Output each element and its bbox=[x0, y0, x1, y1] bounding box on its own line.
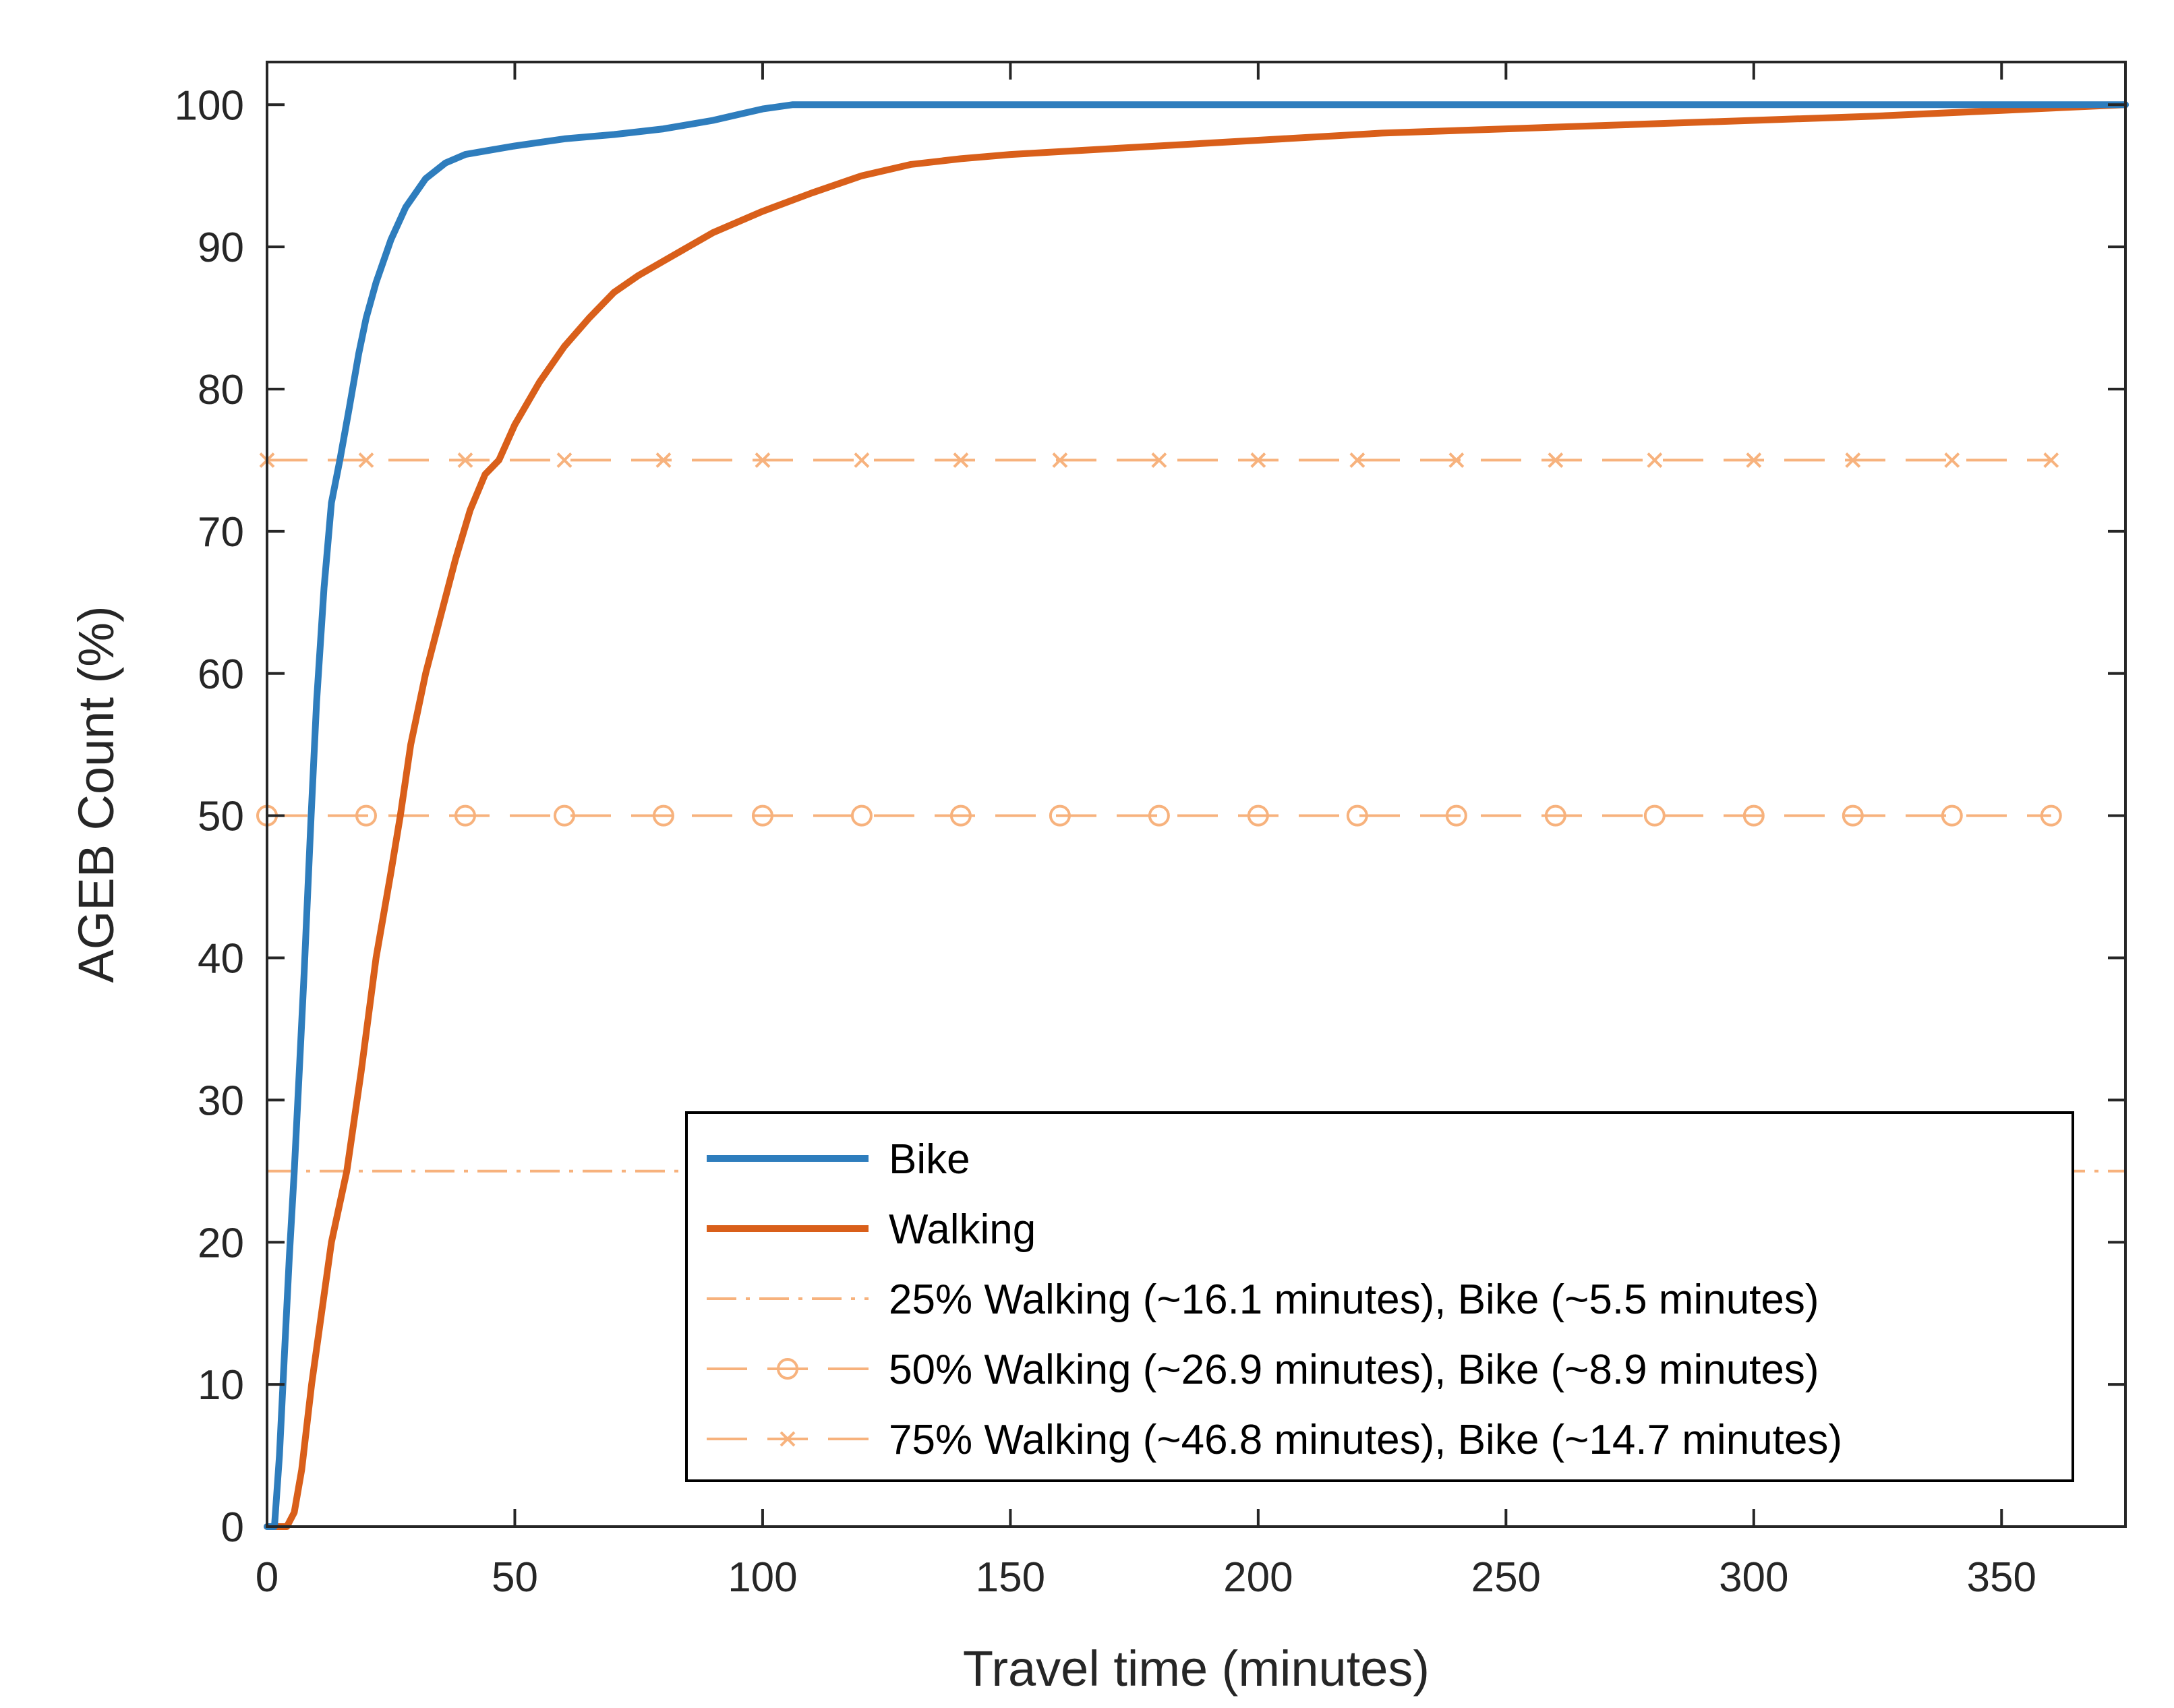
reference-marker bbox=[652, 804, 674, 827]
reference-marker bbox=[1845, 452, 1861, 468]
x-tick-label: 150 bbox=[976, 1554, 1045, 1601]
y-tick-label: 100 bbox=[175, 82, 244, 129]
x-tick-label: 0 bbox=[256, 1554, 278, 1601]
reference-marker bbox=[953, 452, 969, 468]
legend-entry-1: Walking bbox=[707, 1206, 1036, 1253]
reference-marker bbox=[355, 804, 377, 827]
x-tick-label: 250 bbox=[1471, 1554, 1541, 1601]
legend-entry-0: Bike bbox=[707, 1136, 970, 1183]
reference-marker bbox=[1148, 804, 1170, 827]
reference-marker bbox=[358, 452, 374, 468]
x-tick-label: 300 bbox=[1719, 1554, 1788, 1601]
reference-marker bbox=[2043, 452, 2059, 468]
x-tick-label: 350 bbox=[1967, 1554, 2036, 1601]
reference-marker bbox=[1052, 452, 1068, 468]
x-tick-label: 100 bbox=[728, 1554, 797, 1601]
legend-label: Walking bbox=[889, 1206, 1036, 1253]
y-tick-label: 90 bbox=[198, 225, 244, 271]
bike-line bbox=[264, 101, 2129, 1530]
reference-marker bbox=[1445, 804, 1467, 827]
legend-entry-4: 75% Walking (~46.8 minutes), Bike (~14.7… bbox=[707, 1417, 1842, 1463]
reference-marker bbox=[553, 804, 575, 827]
reference-marker bbox=[751, 804, 773, 827]
walking-line bbox=[264, 101, 2129, 1530]
y-tick-label: 60 bbox=[198, 651, 244, 698]
reference-marker bbox=[755, 452, 771, 468]
legend-box bbox=[685, 1111, 2074, 1482]
reference-marker bbox=[1544, 804, 1566, 827]
reference-marker bbox=[655, 452, 672, 468]
series-3 bbox=[256, 804, 2062, 827]
y-tick-label: 40 bbox=[198, 936, 244, 982]
y-tick-label: 70 bbox=[198, 509, 244, 556]
legend: Bike Walking 25% Walking (~16.1 minutes), … bbox=[685, 1111, 2074, 1482]
reference-marker bbox=[2040, 804, 2062, 827]
series-1 bbox=[264, 101, 2129, 1530]
reference-marker bbox=[457, 452, 473, 468]
reference-marker bbox=[454, 804, 476, 827]
reference-marker bbox=[1742, 804, 1765, 827]
y-tick-label: 50 bbox=[198, 794, 244, 840]
y-tick-label: 30 bbox=[198, 1078, 244, 1124]
reference-marker bbox=[1448, 452, 1465, 468]
reference-marker bbox=[1643, 804, 1666, 827]
series-4 bbox=[259, 452, 2059, 468]
reference-marker bbox=[1247, 804, 1269, 827]
reference-marker bbox=[854, 452, 870, 468]
y-tick-label: 0 bbox=[221, 1504, 244, 1551]
reference-marker bbox=[1250, 452, 1266, 468]
legend-entry-3: 50% Walking (~26.9 minutes), Bike (~8.9 … bbox=[707, 1347, 1819, 1393]
legend-label: Bike bbox=[889, 1136, 970, 1183]
y-tick-label: 10 bbox=[198, 1362, 244, 1409]
y-tick-label: 20 bbox=[198, 1220, 244, 1266]
reference-marker bbox=[1944, 452, 1960, 468]
reference-marker bbox=[556, 452, 572, 468]
reference-marker bbox=[1941, 804, 1963, 827]
y-axis-title: AGEB Count (%) bbox=[68, 606, 124, 982]
axes-layer: 0 50 100 150 200 250 300 350 0 10 20 30 40 50 60 70 80 90… bbox=[175, 61, 2127, 1601]
reference-marker bbox=[1647, 452, 1663, 468]
reference-marker bbox=[1049, 804, 1071, 827]
reference-marker bbox=[1346, 804, 1368, 827]
reference-marker bbox=[1746, 452, 1762, 468]
legend-label: 25% Walking (~16.1 minutes), Bike (~5.5 … bbox=[889, 1276, 1819, 1323]
plot-area-border bbox=[266, 61, 2127, 1528]
x-axis-title: Travel time (minutes) bbox=[963, 1641, 1430, 1697]
legend-label: 50% Walking (~26.9 minutes), Bike (~8.9 … bbox=[889, 1347, 1819, 1393]
series-0 bbox=[264, 101, 2129, 1530]
legend-label: 75% Walking (~46.8 minutes), Bike (~14.7… bbox=[889, 1417, 1842, 1463]
x-tick-label: 200 bbox=[1223, 1554, 1293, 1601]
reference-marker bbox=[1842, 804, 1864, 827]
reference-marker bbox=[1548, 452, 1564, 468]
reference-marker bbox=[1151, 452, 1167, 468]
legend-marker bbox=[780, 1431, 796, 1447]
legend-entry-2: 25% Walking (~16.1 minutes), Bike (~5.5 … bbox=[707, 1276, 1819, 1323]
legend-marker bbox=[777, 1358, 798, 1380]
y-tick-label: 80 bbox=[198, 367, 244, 413]
reference-marker bbox=[850, 804, 873, 827]
reference-marker bbox=[949, 804, 972, 827]
reference-marker bbox=[1349, 452, 1365, 468]
x-tick-label: 50 bbox=[492, 1554, 538, 1601]
